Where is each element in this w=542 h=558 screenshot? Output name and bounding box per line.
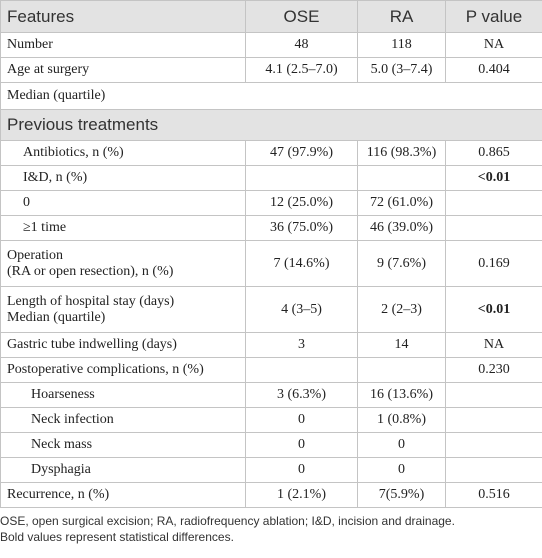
- table-row: Length of hospital stay (days) Median (qu…: [0, 286, 542, 333]
- header-cell: RA: [357, 0, 446, 33]
- footnote-line: OSE, open surgical excision; RA, radiofr…: [0, 514, 455, 528]
- table-row: Hoarseness 3 (6.3%) 16 (13.6%): [0, 382, 542, 408]
- table-row: 0 12 (25.0%) 72 (61.0%): [0, 190, 542, 216]
- table-cell: 0.230: [445, 357, 542, 383]
- data-table: Features OSE RA P value Number 48 118 NA Age at…: [0, 0, 542, 508]
- table-cell: ≥1 time: [0, 215, 246, 241]
- table-cell: Dysphagia: [0, 457, 246, 483]
- table-cell: Neck infection: [0, 407, 246, 433]
- table-cell: NA: [445, 332, 542, 358]
- table-cell: 0: [0, 190, 246, 216]
- cell-line: Length of hospital stay (days): [7, 293, 175, 309]
- table-cell: 5.0 (3–7.4): [357, 57, 446, 83]
- table-cell: [445, 190, 542, 216]
- table-cell: [357, 165, 446, 191]
- table-cell: 3 (6.3%): [245, 382, 358, 408]
- table-cell: [357, 357, 446, 383]
- table-cell: <0.01: [445, 286, 542, 333]
- table-cell: 72 (61.0%): [357, 190, 446, 216]
- table-cell: Median (quartile): [0, 82, 542, 110]
- table-cell: <0.01: [445, 165, 542, 191]
- footnote: OSE, open surgical excision; RA, radiofr…: [0, 513, 542, 545]
- table-cell: 116 (98.3%): [357, 140, 446, 166]
- table-row: Postoperative complications, n (%) 0.230: [0, 357, 542, 383]
- table-cell: 36 (75.0%): [245, 215, 358, 241]
- table-row: Neck infection 0 1 (0.8%): [0, 407, 542, 433]
- table-cell: NA: [445, 32, 542, 58]
- table-cell: [245, 165, 358, 191]
- table-cell: 4.1 (2.5–7.0): [245, 57, 358, 83]
- table-cell: 0.516: [445, 482, 542, 508]
- table-cell: 3: [245, 332, 358, 358]
- table-row: ≥1 time 36 (75.0%) 46 (39.0%): [0, 215, 542, 241]
- table-cell: Gastric tube indwelling (days): [0, 332, 246, 358]
- cell-line: Median (quartile): [7, 309, 106, 325]
- table-cell: 47 (97.9%): [245, 140, 358, 166]
- table-cell: Recurrence, n (%): [0, 482, 246, 508]
- cell-line: Operation: [7, 247, 63, 263]
- table-row: Recurrence, n (%) 1 (2.1%) 7(5.9%) 0.516: [0, 482, 542, 508]
- table-cell: 0.404: [445, 57, 542, 83]
- header-cell: Features: [0, 0, 246, 33]
- table-cell: 14: [357, 332, 446, 358]
- table-cell: 46 (39.0%): [357, 215, 446, 241]
- table-cell: 4 (3–5): [245, 286, 358, 333]
- table-cell: Neck mass: [0, 432, 246, 458]
- table-cell: 0.169: [445, 240, 542, 287]
- table-cell: Number: [0, 32, 246, 58]
- header-cell: P value: [445, 0, 542, 33]
- table-row: Previous treatments: [0, 109, 542, 141]
- table-cell: 0: [245, 457, 358, 483]
- table-cell: 2 (2–3): [357, 286, 446, 333]
- table-cell: 118: [357, 32, 446, 58]
- table-cell: [245, 357, 358, 383]
- table-cell: [445, 457, 542, 483]
- table-cell: 16 (13.6%): [357, 382, 446, 408]
- table-cell: 12 (25.0%): [245, 190, 358, 216]
- table-cell: 0: [357, 432, 446, 458]
- table-cell: Hoarseness: [0, 382, 246, 408]
- table-cell: 7(5.9%): [357, 482, 446, 508]
- table-cell: Operation (RA or open resection), n (%): [0, 240, 246, 287]
- table-row: Age at surgery 4.1 (2.5–7.0) 5.0 (3–7.4) 0.…: [0, 57, 542, 83]
- table-row: Dysphagia 0 0: [0, 457, 542, 483]
- table-cell: 0: [245, 432, 358, 458]
- table-cell: Postoperative complications, n (%): [0, 357, 246, 383]
- footnote-line: Bold values represent statistical differ…: [0, 530, 234, 544]
- header-row: Features OSE RA P value: [0, 0, 542, 33]
- table-cell: Age at surgery: [0, 57, 246, 83]
- table-row: Gastric tube indwelling (days) 3 14 NA: [0, 332, 542, 358]
- table-cell: 1 (2.1%): [245, 482, 358, 508]
- table-cell: Antibiotics, n (%): [0, 140, 246, 166]
- table-cell: 7 (14.6%): [245, 240, 358, 287]
- table-cell: [445, 432, 542, 458]
- table-row: Neck mass 0 0: [0, 432, 542, 458]
- table-row: Antibiotics, n (%) 47 (97.9%) 116 (98.3%) 0…: [0, 140, 542, 166]
- cell-line: (RA or open resection), n (%): [7, 263, 174, 279]
- table-row: Number 48 118 NA: [0, 32, 542, 58]
- table-cell: 0.865: [445, 140, 542, 166]
- table-cell: 48: [245, 32, 358, 58]
- table-cell: 9 (7.6%): [357, 240, 446, 287]
- table-cell: [445, 407, 542, 433]
- table-cell: 0: [245, 407, 358, 433]
- table-row: I&D, n (%) <0.01: [0, 165, 542, 191]
- table-cell: Previous treatments: [0, 109, 542, 141]
- table-cell: Length of hospital stay (days) Median (qu…: [0, 286, 246, 333]
- table-cell: 1 (0.8%): [357, 407, 446, 433]
- table-row: Median (quartile): [0, 82, 542, 110]
- header-cell: OSE: [245, 0, 358, 33]
- table-cell: [445, 382, 542, 408]
- table-row: Operation (RA or open resection), n (%) 7 …: [0, 240, 542, 287]
- table-cell: [445, 215, 542, 241]
- table-cell: I&D, n (%): [0, 165, 246, 191]
- table-cell: 0: [357, 457, 446, 483]
